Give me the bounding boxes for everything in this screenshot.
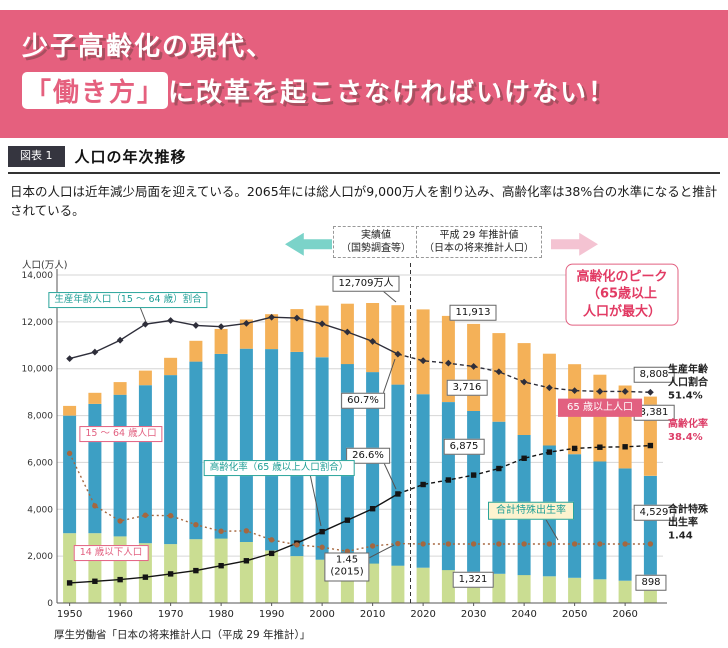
- label-fertility-2015: 1.45 (2015): [324, 552, 370, 582]
- svg-text:2020: 2020: [410, 609, 435, 620]
- svg-text:2000: 2000: [309, 609, 334, 620]
- label-old-2065: 3,381: [633, 404, 675, 421]
- annotation-projection-line2: （日本の将来推計人口）: [424, 242, 534, 254]
- label-old-2030: 3,716: [446, 379, 488, 396]
- legend-fertility: 合計特殊出生率: [488, 501, 574, 520]
- legend-young-pop: 14 歳以下人口: [73, 544, 149, 561]
- label-total-2015: 12,709万人: [332, 275, 400, 292]
- svg-text:2060: 2060: [612, 609, 637, 620]
- axis-label-fertility: 合計特殊 出生率 1.44: [668, 504, 708, 542]
- label-young-2030: 1,321: [452, 571, 494, 588]
- axis-label-working-ratio: 生産年齢 人口割合 51.4%: [668, 364, 708, 402]
- svg-text:1960: 1960: [107, 609, 132, 620]
- figure-header: 図表 1 人口の年次推移: [8, 146, 720, 174]
- annotation-actual-line2: （国勢調査等）: [341, 242, 411, 254]
- axis-label-aging-rate: 高齢化率 38.4%: [668, 418, 708, 443]
- legend-aging-rate: 高齢化率（65 歳以上人口割合）: [203, 459, 355, 476]
- svg-text:4,000: 4,000: [27, 505, 53, 515]
- svg-text:1950: 1950: [57, 609, 82, 620]
- work-style-highlight: 「働き方」: [22, 72, 169, 109]
- intro-text: 日本の人口は近年減少局面を迎えている。2065年には総人口が9,000万人を割り…: [10, 184, 718, 219]
- legend-working-ratio: 生産年齢人口（15 〜 64 歳）割合: [48, 291, 208, 308]
- banner-title-line2-rest: に改革を起こさなければいけない！: [168, 78, 617, 108]
- figure-tag: 図表 1: [8, 146, 65, 167]
- svg-text:0: 0: [47, 599, 53, 609]
- label-aging-rate-2015: 26.6%: [346, 447, 390, 464]
- banner-title-line1: 少子高齢化の現代、: [22, 32, 275, 62]
- svg-text:12,000: 12,000: [22, 318, 54, 328]
- svg-text:2,000: 2,000: [27, 552, 53, 562]
- svg-text:2050: 2050: [562, 609, 587, 620]
- header-banner: 少子高齢化の現代、 「働き方」 に改革を起こさなければいけない！: [0, 10, 728, 138]
- figure-title: 人口の年次推移: [74, 148, 187, 166]
- svg-text:1990: 1990: [259, 609, 284, 620]
- svg-text:6,000: 6,000: [27, 458, 53, 468]
- svg-text:14,000: 14,000: [22, 271, 54, 281]
- label-working-2030: 6,875: [443, 438, 485, 455]
- svg-text:2010: 2010: [360, 609, 385, 620]
- source-note: 厚生労働省「日本の将来推計人口（平成 29 年推計）」: [54, 628, 311, 641]
- label-working-ratio-2015: 60.7%: [341, 392, 385, 409]
- label-young-2065: 898: [635, 574, 667, 591]
- y-axis-title: 人口(万人): [22, 259, 68, 271]
- label-total-2030: 11,913: [449, 304, 497, 321]
- svg-text:10,000: 10,000: [22, 364, 54, 374]
- annotation-actual-line1: 実績値: [361, 229, 391, 241]
- svg-text:1980: 1980: [208, 609, 233, 620]
- svg-text:8,000: 8,000: [27, 411, 53, 421]
- population-chart-area: 実績値 （国勢調査等） 平成 29 年推計値 （日本の将来推計人口） 人口(万人…: [0, 223, 728, 648]
- label-total-2065: 8,808: [633, 366, 675, 383]
- annotation-aging-peak: 高齢化のピーク （65歳以上 人口が最大）: [565, 263, 679, 327]
- svg-text:1970: 1970: [158, 609, 183, 620]
- legend-working-pop: 15 〜 64 歳人口: [79, 425, 163, 442]
- svg-text:2030: 2030: [461, 609, 486, 620]
- svg-text:2040: 2040: [511, 609, 536, 620]
- annotation-projection: 平成 29 年推計値 （日本の将来推計人口）: [416, 225, 542, 258]
- legend-old-pop: 65 歳以上人口: [558, 398, 642, 417]
- banner-title-line2: 「働き方」 に改革を起こさなければいけない！: [22, 72, 728, 109]
- annotation-projection-line1: 平成 29 年推計値: [439, 229, 519, 241]
- label-working-2065: 4,529: [633, 504, 675, 521]
